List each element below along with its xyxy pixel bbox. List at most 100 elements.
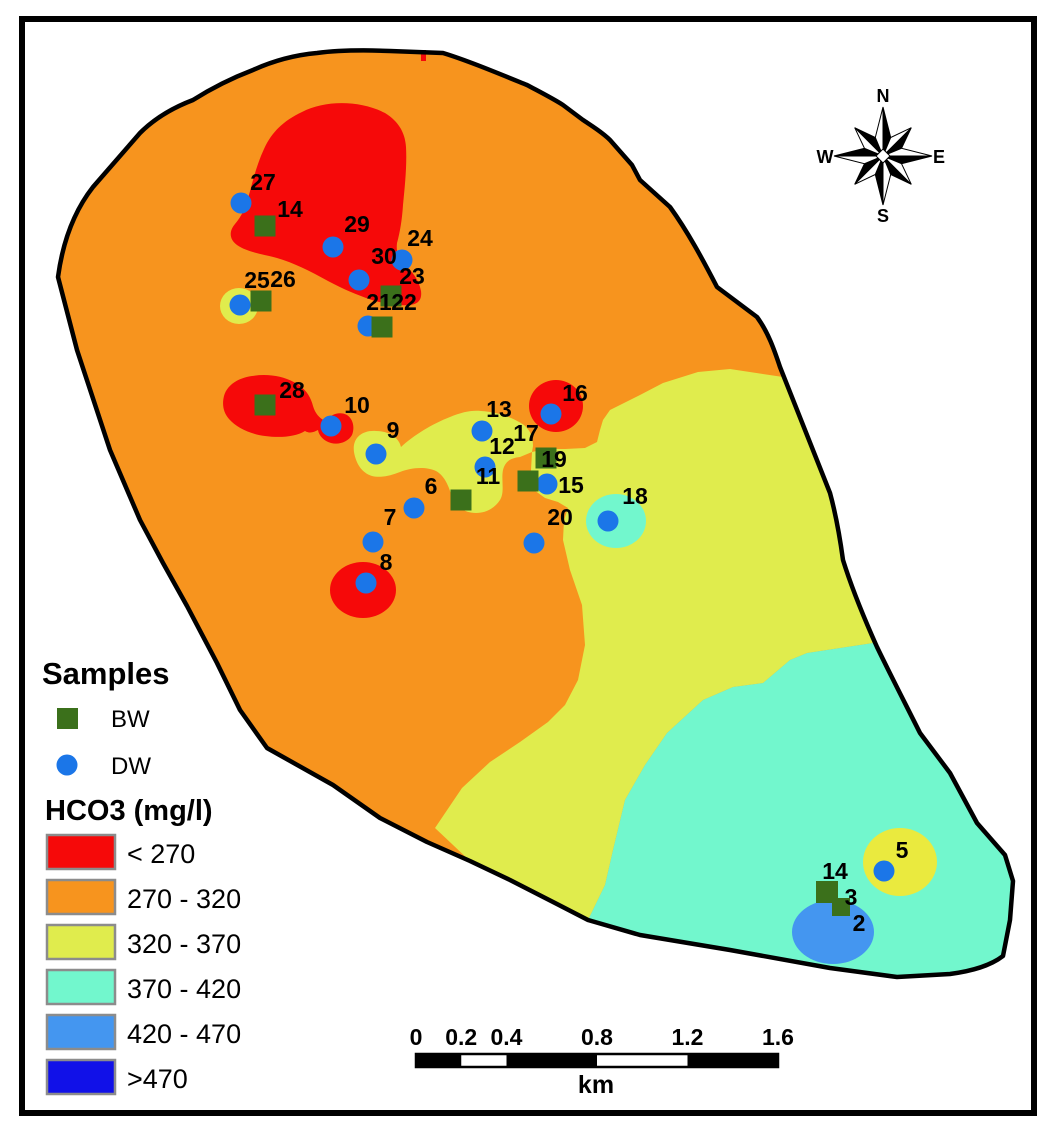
legend-swatch-class_lt270 bbox=[45, 833, 117, 871]
sample-marker-14-bw bbox=[254, 215, 276, 237]
legend-class-label-4: 420 - 470 bbox=[127, 1019, 241, 1049]
compass-center bbox=[875, 148, 891, 164]
sample-marker-18-dw bbox=[597, 510, 619, 532]
legend-swatch-class_gt470 bbox=[45, 1058, 117, 1096]
sample-marker-8-dw bbox=[355, 572, 377, 594]
sample-marker-11-bw bbox=[450, 489, 472, 511]
sample-label-14: 14 bbox=[822, 858, 848, 884]
sample-marker-21b-bw bbox=[371, 316, 393, 338]
island-outline bbox=[55, 48, 1016, 980]
sample-label-10: 10 bbox=[344, 392, 370, 418]
legend-class-rows: < 270 270 - 320 320 - 370 370 - 420 420 - 47… bbox=[45, 833, 241, 1096]
sample-marker-13-dw bbox=[471, 420, 493, 442]
sample-label-25: 25 bbox=[244, 267, 270, 293]
sample-label-5: 5 bbox=[896, 837, 909, 863]
sample-label-3: 3 bbox=[845, 884, 858, 910]
sample-label-15: 15 bbox=[558, 472, 584, 498]
sample-label-29: 29 bbox=[344, 211, 370, 237]
sample-label-18: 18 bbox=[622, 483, 648, 509]
sample-marker-15b-bw bbox=[517, 470, 539, 492]
scale-tick-1.2: 1.2 bbox=[672, 1024, 704, 1050]
scale-tick-0.8: 0.8 bbox=[581, 1024, 613, 1050]
sample-label-30: 30 bbox=[371, 243, 397, 269]
sample-marker-6-dw bbox=[403, 497, 425, 519]
legend: Samples BW DW HCO3 (mg/l) < 270 270 - 320… bbox=[42, 656, 241, 1096]
island-zones bbox=[55, 48, 1016, 980]
sample-label-8: 8 bbox=[380, 549, 393, 575]
legend-class-label-3: 370 - 420 bbox=[127, 974, 241, 1004]
sample-marker-25-dw bbox=[229, 294, 251, 316]
scale-bar-segment-2 bbox=[506, 1054, 597, 1067]
sample-label-22: 22 bbox=[391, 289, 417, 315]
sample-marker-22-bw bbox=[380, 285, 402, 307]
sample-label-27: 27 bbox=[250, 169, 276, 195]
zone-420-470-patch-2 bbox=[792, 900, 874, 964]
sample-label-13: 13 bbox=[486, 396, 512, 422]
legend-class-label-1: 270 - 320 bbox=[127, 884, 241, 914]
sample-label-26: 26 bbox=[270, 266, 296, 292]
sample-marker-28-bw bbox=[254, 394, 276, 416]
sample-marker-20-dw bbox=[523, 532, 545, 554]
scale-tick-0.4: 0.4 bbox=[491, 1024, 523, 1050]
sample-marker-7-dw bbox=[362, 531, 384, 553]
sample-marker-30-dw bbox=[348, 269, 370, 291]
sample-marker-29-dw bbox=[322, 236, 344, 258]
sample-label-23: 23 bbox=[399, 263, 425, 289]
sample-marker-16-dw bbox=[540, 403, 562, 425]
sample-marker-3-bw bbox=[832, 898, 850, 916]
legend-dw-swatch-icon bbox=[56, 754, 78, 776]
legend-swatch-class_370_420 bbox=[45, 968, 117, 1006]
scale-bar: 0 0.2 0.4 0.8 1.2 1.6 km bbox=[410, 1024, 794, 1099]
legend-bw-label: BW bbox=[111, 706, 150, 733]
sample-marker-27-dw bbox=[230, 192, 252, 214]
sample-marker-9-dw bbox=[365, 443, 387, 465]
scale-tick-0: 0 bbox=[410, 1024, 423, 1050]
sample-label-19: 19 bbox=[541, 446, 567, 472]
legend-class-label-0: < 270 bbox=[127, 839, 195, 869]
sample-label-21: 21 bbox=[366, 289, 392, 315]
legend-parameter-title: HCO3 (mg/l) bbox=[45, 795, 213, 827]
sample-label-17: 17 bbox=[513, 420, 539, 446]
sample-marker-12-dw bbox=[474, 456, 496, 478]
sample-label-12: 12 bbox=[489, 433, 515, 459]
sample-label-16: 16 bbox=[562, 380, 588, 406]
scale-unit-label: km bbox=[578, 1071, 614, 1099]
sample-marker-10-dw bbox=[320, 415, 342, 437]
compass-label-north: N bbox=[877, 86, 890, 106]
sample-label-28: 28 bbox=[279, 377, 305, 403]
compass-label-east: E bbox=[933, 147, 945, 167]
sample-label-24: 24 bbox=[407, 225, 433, 251]
zone-lt270-north bbox=[230, 103, 422, 306]
compass-rose: N E S W bbox=[817, 86, 946, 226]
sample-label-9: 9 bbox=[387, 417, 400, 443]
compass-label-south: S bbox=[877, 206, 889, 226]
zone-320-370-east bbox=[435, 369, 873, 920]
sample-marker-15-dw bbox=[536, 473, 558, 495]
sample-marker-19-bw bbox=[535, 447, 557, 469]
legend-samples-title: Samples bbox=[42, 656, 170, 691]
sample-marker-5-dw bbox=[873, 860, 895, 882]
sample-marker-14b-bw bbox=[816, 881, 838, 903]
scale-tick-1.6: 1.6 bbox=[762, 1024, 794, 1050]
scale-tick-0.2: 0.2 bbox=[445, 1024, 477, 1050]
scale-bar-segment-0 bbox=[416, 1054, 462, 1067]
legend-dw-label: DW bbox=[111, 753, 151, 780]
sample-label-2: 2 bbox=[853, 910, 866, 936]
legend-swatch-class_320_370 bbox=[45, 923, 117, 961]
sample-marker-26-bw bbox=[250, 290, 272, 312]
sample-markers bbox=[229, 192, 895, 916]
sample-marker-24-dw bbox=[391, 249, 413, 271]
legend-bw-swatch-icon bbox=[57, 708, 78, 729]
legend-class-label-2: 320 - 370 bbox=[127, 929, 241, 959]
legend-class-label-5: >470 bbox=[127, 1064, 188, 1094]
sample-label-7: 7 bbox=[384, 504, 397, 530]
sample-label-20: 20 bbox=[547, 504, 573, 530]
sample-label-6: 6 bbox=[425, 473, 438, 499]
figure-frame bbox=[19, 16, 1037, 1116]
scale-bar-segment-4 bbox=[687, 1054, 778, 1067]
legend-swatch-class_270_320 bbox=[45, 878, 117, 916]
sample-label-11: 11 bbox=[476, 463, 501, 489]
zone-lt270-top-notch bbox=[421, 50, 426, 61]
